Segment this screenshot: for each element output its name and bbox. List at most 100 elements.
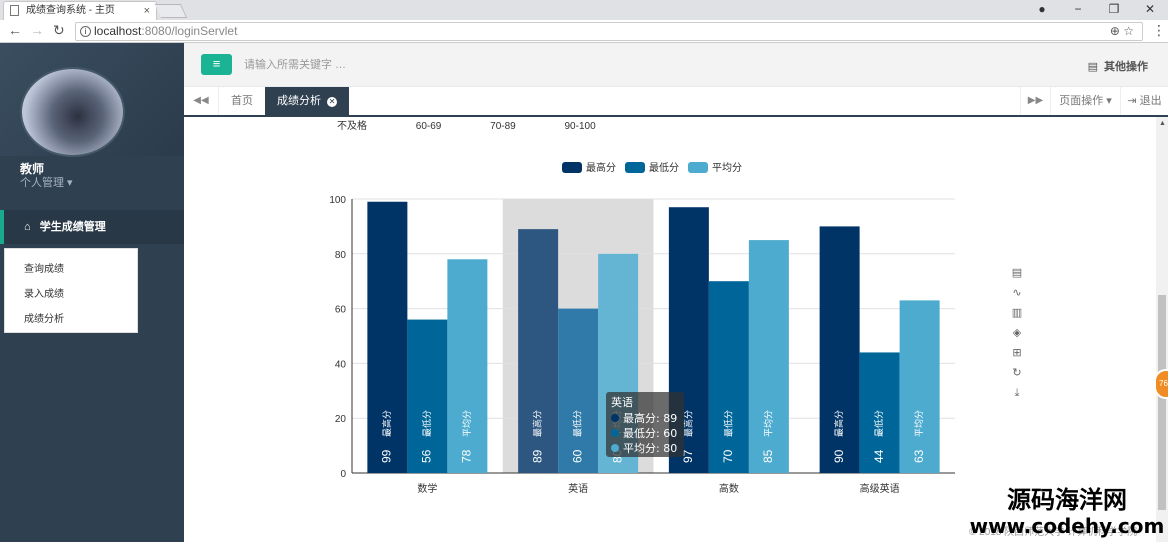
restore-icon[interactable]: ↻ <box>1012 367 1022 379</box>
bar-最高分 <box>367 201 408 473</box>
browser-tab-title: 成绩查询系统 - 主页 <box>26 5 115 16</box>
page-icon <box>10 5 19 16</box>
close-tab-icon[interactable]: × <box>143 5 150 17</box>
stack-icon[interactable]: ◈ <box>1012 327 1022 339</box>
close-window-icon[interactable]: ✕ <box>1144 2 1156 16</box>
legend-label: 平均分 <box>712 162 742 174</box>
save-image-icon[interactable]: ⤓ <box>1014 387 1020 399</box>
bar-series-label: 最高分 <box>833 410 845 437</box>
tiled-icon[interactable]: ⊞ <box>1012 347 1022 359</box>
bar-value-label: 60 <box>570 449 584 463</box>
legend-label: 最高分 <box>586 161 616 174</box>
tooltip-marker <box>611 444 619 452</box>
bar-value-label: 90 <box>832 449 846 463</box>
page-operations-dropdown[interactable]: 页面操作 ▾ <box>1050 87 1120 115</box>
bar-value-label: 89 <box>530 449 544 463</box>
submenu-item-score-analysis[interactable]: 成绩分析 <box>24 314 64 325</box>
content-area: 不及格 60-69 70-89 90-100 0 20 40 60 80 100 99 最高分… <box>184 117 1156 542</box>
watermark-url: www.codehy.com <box>969 514 1165 538</box>
url-input[interactable]: i localhost:8080/loginServlet ⊕ ☆ <box>75 22 1143 41</box>
nav-student-score-management[interactable]: ⌂ 学生成绩管理 <box>0 210 184 244</box>
line-chart-icon[interactable]: ∿ <box>1012 287 1022 299</box>
floating-badge[interactable]: 76 <box>1154 369 1168 399</box>
browser-tab[interactable]: 成绩查询系统 - 主页 × <box>3 1 157 20</box>
new-tab-button[interactable] <box>154 4 188 18</box>
minimize-icon[interactable]: − <box>1074 2 1082 16</box>
tooltip-marker <box>611 429 619 437</box>
bar-最低分 <box>407 319 448 473</box>
submenu: 查询成绩 录入成绩 成绩分析 <box>4 248 138 333</box>
address-bar-row: ← → ↻ i localhost:8080/loginServlet ⊕ ☆ … <box>0 20 1168 43</box>
range-label: 60-69 <box>415 121 442 132</box>
bar-value-label: 85 <box>761 449 775 463</box>
watermark: 源码海洋网 www.codehy.com <box>962 486 1168 538</box>
x-tick-label: 英语 <box>568 482 588 495</box>
window-controls: ● − ❐ ✕ <box>1024 0 1168 20</box>
y-tick-label: 60 <box>335 305 347 316</box>
url-path: :8080/loginServlet <box>141 24 238 38</box>
y-tick-label: 100 <box>329 195 346 206</box>
bar-平均分 <box>899 300 940 473</box>
range-label: 90-100 <box>564 121 596 132</box>
data-view-icon[interactable]: ▤ <box>1011 267 1023 279</box>
y-tick-label: 40 <box>335 359 347 370</box>
bar-平均分 <box>748 240 789 473</box>
x-tick-label: 数学 <box>417 482 437 495</box>
score-range-labels: 不及格 60-69 70-89 90-100 <box>337 117 642 132</box>
bar-series-label: 平均分 <box>913 410 925 437</box>
back-icon[interactable]: ← <box>8 22 22 38</box>
tab-score-analysis[interactable]: 成绩分析 ✕ <box>265 87 350 115</box>
zoom-icon[interactable]: ⊕ <box>1109 24 1120 38</box>
other-ops-label: 其他操作 <box>1104 61 1148 73</box>
tab-scroll-left-icon[interactable]: ◀◀ <box>184 87 219 115</box>
user-name: 教师 <box>20 162 45 176</box>
tab-home[interactable]: 首页 <box>231 95 253 107</box>
personal-management-dropdown[interactable]: 个人管理 ▾ <box>20 177 73 189</box>
legend-swatch <box>688 162 708 173</box>
reload-icon[interactable]: ↻ <box>53 22 65 38</box>
submenu-item-query-scores[interactable]: 查询成绩 <box>24 264 64 275</box>
logout-label: 退出 <box>1139 95 1162 107</box>
scrollbar[interactable]: ▲ <box>1156 117 1168 542</box>
bar-series-label: 最高分 <box>381 410 393 437</box>
tooltip-line: 最高分: 89 <box>623 411 677 425</box>
range-label: 不及格 <box>337 121 367 132</box>
logout-button[interactable]: ⇥ 退出 <box>1120 87 1168 115</box>
tab-scroll-right-icon[interactable]: ▶▶ <box>1020 87 1050 115</box>
range-label: 70-89 <box>490 121 516 132</box>
scroll-thumb[interactable] <box>1158 295 1166 510</box>
close-tab-icon[interactable]: ✕ <box>327 97 338 107</box>
bar-series-label: 最低分 <box>722 410 734 437</box>
scroll-up-icon[interactable]: ▲ <box>1159 120 1166 127</box>
forward-icon[interactable]: → <box>30 22 44 38</box>
info-icon[interactable]: i <box>80 26 91 37</box>
star-icon[interactable]: ☆ <box>1123 24 1134 38</box>
bar-chart-icon[interactable]: ▥ <box>1011 307 1023 319</box>
page-tab-bar: ◀◀ 首页 成绩分析 ✕ ▶▶ 页面操作 ▾ ⇥ 退出 <box>184 87 1168 117</box>
nav-header-label: 学生成绩管理 <box>39 221 106 233</box>
bar-value-label: 78 <box>460 449 474 463</box>
menu-dots-icon[interactable]: ⋮ <box>1152 22 1166 38</box>
legend-label: 最低分 <box>649 161 679 174</box>
bar-value-label: 70 <box>721 449 735 463</box>
other-operations-button[interactable]: ▤ 其他操作 <box>1088 58 1148 74</box>
avatar[interactable] <box>20 67 125 157</box>
bar-series-label: 最低分 <box>421 410 433 437</box>
maximize-icon[interactable]: ❐ <box>1108 2 1120 16</box>
search-input[interactable] <box>244 55 644 75</box>
submenu-item-enter-scores[interactable]: 录入成绩 <box>24 289 64 300</box>
y-tick-label: 20 <box>335 414 347 425</box>
profile-icon[interactable]: ● <box>1038 2 1046 16</box>
menu-toggle-button[interactable]: ≡ <box>201 54 232 75</box>
bar-最低分 <box>708 281 749 473</box>
list-icon: ▤ <box>1087 61 1098 73</box>
bar-最高分 <box>819 226 860 473</box>
chart-toolbox: ▤ ∿ ▥ ◈ ⊞ ↻ ⤓ <box>1011 267 1025 407</box>
x-tick-label: 高级英语 <box>860 482 900 495</box>
sidebar: 教师 个人管理 ▾ ⌂ 学生成绩管理 查询成绩 录入成绩 成绩分析 <box>0 43 184 542</box>
bar-value-label: 44 <box>872 449 886 463</box>
tab-analysis-label: 成绩分析 <box>277 95 321 107</box>
bar-series-label: 平均分 <box>461 410 473 437</box>
tooltip-line: 最低分: 60 <box>623 427 677 440</box>
